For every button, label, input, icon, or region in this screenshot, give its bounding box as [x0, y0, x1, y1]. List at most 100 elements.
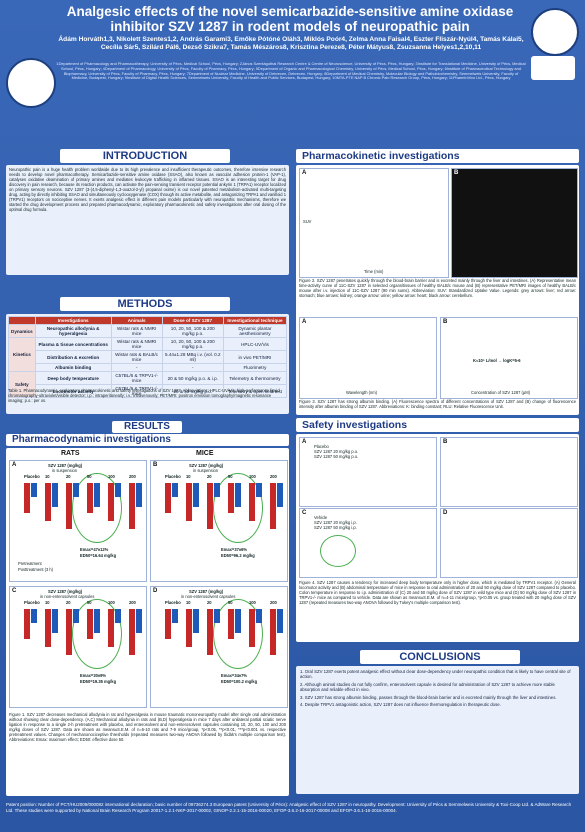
table-cell: 10, 20, 50, 100 & 200 mg/kg p.o.: [161, 324, 224, 338]
panel-d-dose-title: SZV 1287 (mg/kg): [189, 589, 224, 594]
pd-panel: RATS MICE A SZV 1287 (mg/kg) in suspensi…: [6, 448, 289, 796]
panel-b-dose-title: SZV 1287 (mg/kg): [189, 463, 224, 468]
table-cell: -: [161, 363, 224, 372]
bar-pretreatment: [228, 483, 234, 513]
table-cell: Deep body temperature: [34, 371, 112, 385]
table-row: Kinetics Plasma & tissue concentrations Wi…: [8, 337, 288, 372]
table-header-2: Dose of SZV 1287: [161, 316, 224, 325]
dose-label: 200: [129, 600, 136, 605]
bar-posttreatment: [256, 483, 262, 497]
conclusions-list: 1. Oral SZV 1287 exerts potent analgesic…: [300, 669, 575, 709]
bar-pretreatment: [249, 609, 255, 647]
bar-pretreatment: [24, 483, 30, 513]
dose-label: Placebo: [165, 600, 181, 605]
table-cell: Wistar rats & NMRI mice: [110, 324, 163, 338]
fig1-panel-a: A SZV 1287 (mg/kg) in suspension Emax=47…: [9, 460, 147, 582]
bar-posttreatment: [172, 483, 178, 497]
table-cell: 20 & 50 mg/kg p.o.: [161, 384, 224, 398]
results-heading: RESULTS: [112, 421, 182, 433]
highlight-ellipse: [213, 599, 263, 669]
panel-a-ed50: ED50=16.64 mg/kg: [80, 553, 117, 558]
dose-label: 100: [249, 474, 256, 479]
panel-c-emax: Emax=30±9%: [80, 673, 107, 678]
fig4-panel-d: D: [440, 508, 578, 578]
conclusion-item: 2. Although animal studies do not fully …: [300, 681, 555, 693]
table-cell: Locomotor activity: [34, 384, 112, 398]
bar-pretreatment: [207, 609, 213, 655]
table-group-label: Kinetics: [8, 337, 36, 372]
table-cell: 10, 20, 50, 100 & 200 mg/kg p.o.: [161, 337, 224, 351]
methods-table: Investigations Animals Dose of SZV 1287 Inv…: [8, 316, 288, 398]
conclusions-heading: CONCLUSIONS: [360, 650, 520, 664]
fig4-legend-1: Placebo: [314, 444, 329, 449]
dose-label: 10: [186, 600, 191, 605]
bar-posttreatment: [94, 483, 100, 507]
table-cell: -: [110, 363, 163, 372]
fig3-b-label: B: [443, 319, 448, 325]
panel-b-emax: Emax=37±6%: [221, 547, 248, 552]
fig1-caption: Figure 1. SZV 1287 decreases mechanical …: [9, 712, 286, 742]
fig2-xlabel: Time (min): [364, 269, 384, 274]
poster-header: Analgesic effects of the novel semicarba…: [0, 0, 585, 148]
table-header-3: Investigational technique: [222, 316, 288, 325]
fig4c-legend-2: SZV 1287 20 mg/kg i.p.: [314, 520, 357, 525]
highlight-ellipse: [72, 599, 122, 669]
table-cell: Fluorimetry: [222, 363, 288, 372]
safety-panel: A Placebo SZV 1287 20 mg/kg p.o. SZV 128…: [296, 434, 579, 642]
panel-d-dose-sub: in non-enterosolvent capsules: [181, 594, 236, 599]
table-cell: C57BL/6 & TRPV1-/- mice: [110, 371, 163, 385]
table-cell: Albumin binding: [34, 363, 112, 372]
table-cell: Wistar rats & NMRI mice: [110, 337, 163, 351]
pk-heading: Pharmacokinetic investigations: [296, 149, 579, 163]
dose-label: 10: [45, 600, 50, 605]
fig2-ylabel: SUV: [303, 219, 312, 224]
conclusion-item: 1. Oral SZV 1287 exerts potent analgesic…: [300, 669, 571, 680]
dose-label: Placebo: [165, 474, 181, 479]
bar-pretreatment: [45, 609, 51, 647]
bar-pretreatment: [165, 483, 171, 513]
dose-label: 20: [66, 600, 71, 605]
fig3b-xlabel: Concentration of SZV 1287 (μM): [471, 390, 531, 395]
bar-pretreatment: [108, 609, 114, 647]
panel-b-dose-sub: in suspension: [193, 468, 219, 473]
table-corner: [8, 316, 36, 325]
bar-posttreatment: [31, 483, 37, 497]
table-row: Dynamics Neuropathic allodynia & hyperalg…: [8, 324, 288, 338]
table-cell: 5.44±1.28 MBq i.v. (vol. 0.2 ml): [161, 350, 224, 364]
table-cell: Telemetry & thermometry: [222, 371, 288, 385]
panel-a-label: A: [12, 462, 17, 468]
table-cell: 20 & 50 mg/kg p.o. & i.p.: [161, 371, 224, 385]
pd-heading: Pharmacodynamic investigations: [6, 434, 289, 446]
methods-panel: Investigations Animals Dose of SZV 1287 Inv…: [6, 314, 289, 414]
bar-posttreatment: [193, 483, 199, 507]
rats-label: RATS: [61, 450, 80, 457]
dose-label: 20: [207, 474, 212, 479]
panel-c-dose-title: SZV 1287 (mg/kg): [48, 589, 83, 594]
sponsor-logo-icon: [531, 56, 575, 80]
panel-b-label: B: [153, 462, 158, 468]
panel-a-emax: Emax=47±12%: [80, 547, 109, 552]
dose-label: 10: [186, 474, 191, 479]
dose-label: 100: [249, 600, 256, 605]
dose-label: 100: [108, 474, 115, 479]
bar-posttreatment: [115, 483, 121, 497]
table-cell: Plasma & tissue concentrations: [34, 337, 112, 351]
panel-b-ed50: ED50=96.2 mg/kg: [221, 553, 255, 558]
bar-posttreatment: [52, 609, 58, 633]
fig4-panel-c: C Vehicle SZV 1287 20 mg/kg i.p. SZV 128…: [299, 508, 437, 578]
table-group-label: Safety: [8, 371, 36, 398]
fig4-b-label: B: [443, 439, 448, 445]
intro-panel: Neuropathic pain is a huge health proble…: [6, 165, 289, 275]
bar-pretreatment: [66, 483, 72, 529]
bar-posttreatment: [136, 483, 142, 507]
fig3-panel-b: B K≈10⁵ L/mol → logK=5-6 Concentration o…: [440, 317, 578, 399]
dose-label: 10: [45, 474, 50, 479]
fig4c-legend-3: SZV 1287 50 mg/kg i.p.: [314, 525, 357, 530]
bar-posttreatment: [172, 609, 178, 623]
bar-posttreatment: [235, 609, 241, 633]
bar-pretreatment: [249, 483, 255, 521]
fig4-a-label: A: [302, 439, 307, 445]
fig3-panel-a: A Wavelength (nm): [299, 317, 437, 399]
fig3-k-label: K≈10⁵ L/mol → logK=5-6: [473, 358, 521, 363]
panel-c-label: C: [12, 588, 17, 594]
